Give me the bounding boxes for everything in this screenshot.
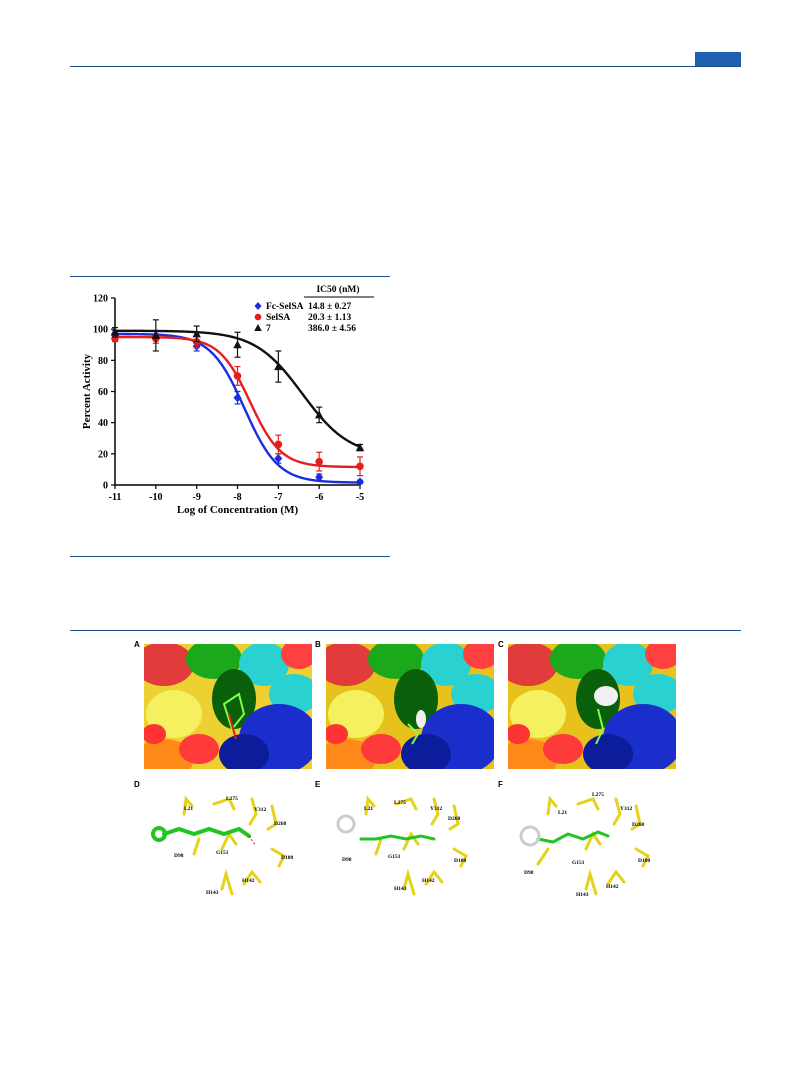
residue-label-e-d268: D268 — [448, 816, 460, 822]
figure-top-rule — [70, 276, 390, 277]
data-point — [192, 329, 201, 338]
data-point — [274, 440, 283, 449]
data-point — [274, 454, 283, 464]
data-point — [110, 327, 120, 336]
surface-panel-c — [508, 644, 676, 769]
legend-ic50-value: 14.8 ± 0.27 — [308, 302, 351, 312]
data-point — [356, 477, 364, 487]
x-tick-label: -7 — [274, 492, 282, 503]
x-tick-label: -10 — [149, 492, 162, 503]
residue-label-d-d268: D268 — [274, 821, 286, 827]
chart-marks — [110, 319, 365, 487]
data-point — [314, 410, 324, 419]
legend-series-name: SelSA — [266, 313, 290, 323]
panel-label-a: A — [134, 640, 140, 649]
residue-label-e-h143: H143 — [394, 886, 407, 892]
data-point — [233, 372, 242, 380]
legend-marker — [254, 324, 262, 331]
data-point — [233, 340, 242, 349]
surface-panel-a — [144, 644, 312, 769]
legend-series-name: Fc-SelSA — [266, 302, 304, 312]
legend-ic50-value: 386.0 ± 4.56 — [308, 324, 356, 334]
figure-bottom-rule — [70, 556, 390, 557]
data-point — [315, 472, 324, 482]
stick-panel-e: L21 L275 Y312 D268 D98 G151 D180 H143 H1… — [336, 795, 468, 896]
stick-panel-f: L21 L275 Y312 D268 D98 G151 D180 H143 H1… — [519, 792, 650, 898]
data-point — [233, 393, 242, 403]
x-tick-label: -5 — [356, 492, 364, 503]
residue-label-d-h142: H142 — [242, 878, 255, 884]
residue-label-f-l275: L275 — [592, 792, 604, 798]
residue-label-f-d98: D98 — [524, 870, 534, 876]
residue-label-f-l21: L21 — [558, 810, 567, 816]
residue-label-e-g151: G151 — [388, 854, 401, 860]
legend-marker — [254, 302, 262, 310]
residue-label-d-d180: D180 — [281, 855, 293, 861]
x-axis-label: Log of Concentration (M) — [177, 504, 299, 516]
panel-label-c: C — [498, 640, 504, 649]
legend-header: IC50 (nM) — [316, 284, 359, 295]
y-axis-label: Percent Activity — [81, 353, 93, 429]
chart-legend: IC50 (nM) Fc-SelSA 14.8 ± 0.27 SelSA 20.3 ± … — [254, 284, 374, 334]
residue-label-d-y312: Y312 — [254, 807, 266, 813]
residue-label-e-h142: H142 — [422, 878, 435, 884]
residue-label-f-d268: D268 — [632, 822, 644, 828]
stick-panel-d: L21 L275 Y312 D268 D98 G151 D180 H143 H1… — [151, 795, 293, 896]
legend-series-name: 7 — [266, 324, 271, 334]
data-point — [355, 443, 365, 452]
residue-label-f-d180: D180 — [638, 858, 650, 864]
residue-label-d-l275: L275 — [226, 796, 238, 802]
surface-panel-b — [326, 644, 494, 769]
figure2-top-rule — [70, 630, 741, 631]
residue-label-e-d98: D98 — [342, 857, 352, 863]
header-rule — [70, 66, 741, 67]
y-tick-label: 40 — [98, 418, 108, 429]
dose-response-chart: 0 20 40 60 80 100 120 -11 -10 -9 -8 -7 -6 -5 Log of Co… — [81, 284, 374, 517]
residue-label-f-y312: Y312 — [620, 806, 632, 812]
residue-label-e-y312: Y312 — [430, 806, 442, 812]
panel-label-b: B — [315, 640, 321, 649]
x-tick-label: -8 — [233, 492, 241, 503]
residue-label-d-l21: L21 — [184, 806, 193, 812]
x-tick-label: -9 — [192, 492, 200, 503]
header-tab — [695, 52, 741, 66]
y-tick-label: 120 — [93, 294, 108, 305]
panel-label-f: F — [498, 780, 503, 789]
data-point — [356, 462, 364, 471]
y-tick-label: 80 — [98, 356, 108, 367]
data-point — [315, 457, 323, 466]
x-tick-label: -11 — [109, 492, 122, 503]
residue-label-e-d180: D180 — [454, 858, 466, 864]
residue-label-f-g151: G151 — [572, 860, 585, 866]
y-tick-label: 20 — [98, 449, 108, 460]
data-point — [274, 362, 283, 371]
legend-marker — [254, 313, 262, 321]
residue-label-e-l275: L275 — [394, 800, 406, 806]
x-tick-label: -6 — [315, 492, 323, 503]
data-point — [151, 330, 161, 339]
docking-figure: A B C D E F — [130, 632, 690, 922]
legend-ic50-value: 20.3 ± 1.13 — [308, 313, 351, 323]
residue-label-d-g151: G151 — [216, 850, 229, 856]
residue-label-e-l21: L21 — [364, 806, 373, 812]
panel-label-e: E — [315, 780, 321, 789]
y-tick-label: 60 — [98, 387, 108, 398]
y-tick-label: 0 — [103, 481, 108, 492]
residue-label-f-h143: H143 — [576, 892, 589, 898]
panel-label-d: D — [134, 780, 140, 789]
y-tick-label: 100 — [93, 325, 108, 336]
residue-label-d-d98: D98 — [174, 853, 184, 859]
residue-label-d-h143: H143 — [206, 890, 219, 896]
residue-label-f-h142: H142 — [606, 884, 619, 890]
chart-axes: 0 20 40 60 80 100 120 -11 -10 -9 -8 -7 -6 -5 Log of Co… — [81, 294, 364, 517]
